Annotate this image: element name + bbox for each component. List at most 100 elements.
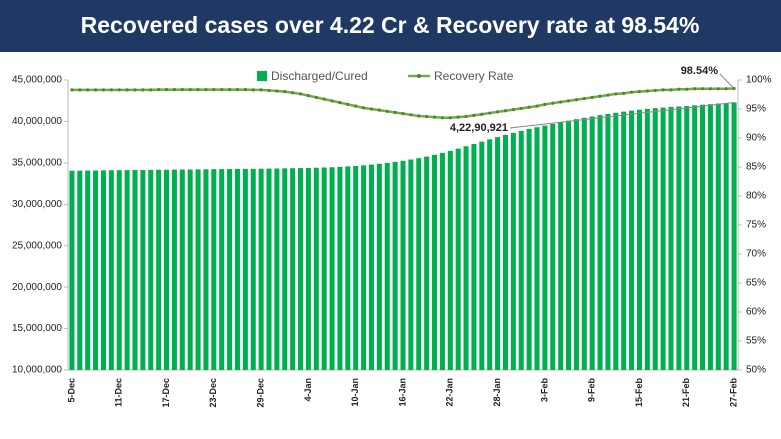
x-tick-label: 17-Dec [161,378,171,408]
line-marker [511,107,515,112]
bar [384,162,390,370]
bar [566,120,572,370]
line-marker [409,113,413,117]
data-label: 98.54% [681,65,719,77]
bar [510,132,516,370]
line-marker [401,112,405,116]
line-marker [685,87,689,91]
bar [148,169,154,370]
bar [644,108,650,370]
x-tick-label: 11-Dec [114,378,124,407]
line-marker [606,93,610,97]
line-marker [78,88,82,92]
line-marker [322,97,326,101]
bar [715,103,721,370]
line-marker [298,92,303,96]
line-marker [354,104,358,108]
x-tick-label: 16-Jan [397,378,407,407]
x-tick-label: 9-Feb [587,378,597,403]
line-marker [314,95,318,99]
bar [211,169,217,370]
line-marker [70,88,74,92]
bar [337,166,343,370]
bar [156,169,162,370]
bar [329,167,335,370]
bar [258,168,264,370]
bar [416,158,422,370]
bar [376,163,382,370]
line-marker [488,111,492,115]
bar [77,170,83,370]
y-tick-label: 45,000,000 [12,75,62,86]
bar [282,168,288,370]
bar [573,119,579,370]
bar [518,130,524,370]
line-marker [480,112,484,116]
bar [100,170,106,370]
bar [266,168,272,370]
line-marker [338,101,342,105]
y-tick-label: 40,000,000 [12,116,62,127]
bar [361,165,367,370]
line-marker [227,87,232,92]
title-banner [0,0,781,52]
x-tick-label: 21-Feb [681,378,691,408]
x-tick-label: 23-Dec [208,378,218,408]
legend-swatch [417,74,421,78]
line-marker [551,101,555,105]
line-marker [125,88,129,92]
bar [495,137,501,370]
line-marker [133,88,137,92]
bar [132,170,138,370]
bar [660,107,666,370]
line-marker [417,114,421,118]
line-marker [661,88,665,92]
y-tick-label: 20,000,000 [12,282,62,293]
line-marker [582,96,586,101]
leader [719,73,735,89]
bar [723,102,729,371]
bar [69,170,75,370]
bar [171,169,177,370]
line-marker [519,106,523,111]
bar [227,169,233,370]
bar [463,146,469,370]
bar [116,170,122,370]
bar [368,164,374,370]
y-tick-label: 10,000,000 [12,365,62,376]
y2-tick-label: 100% [746,75,772,86]
line-marker [495,110,500,114]
bar [534,127,540,370]
line-marker [157,87,161,92]
bar [400,160,406,370]
bar [140,169,146,370]
bar [242,168,248,370]
line-marker [259,88,263,92]
line-marker [109,88,113,92]
line-marker [283,90,287,94]
line-marker [188,87,192,92]
line-marker [440,116,445,120]
line-marker [653,88,657,93]
y2-tick-label: 50% [746,365,766,376]
line-marker [172,87,177,92]
line-marker [180,87,184,92]
y2-tick-label: 90% [746,133,766,144]
y-tick-label: 35,000,000 [12,157,62,168]
line-marker [456,115,460,119]
line-marker [117,88,121,92]
line-marker [464,114,468,119]
bar [298,168,304,370]
bar [692,105,698,371]
line-marker [677,87,681,91]
line-marker [724,87,728,91]
x-tick-label: 4-Jan [303,378,313,402]
bar [321,167,327,370]
bar [731,102,737,370]
line-marker [330,99,334,103]
line-marker [535,104,539,108]
line-marker [275,89,279,93]
bar [447,150,453,370]
y-tick-label: 30,000,000 [12,199,62,210]
line-marker [622,91,626,95]
